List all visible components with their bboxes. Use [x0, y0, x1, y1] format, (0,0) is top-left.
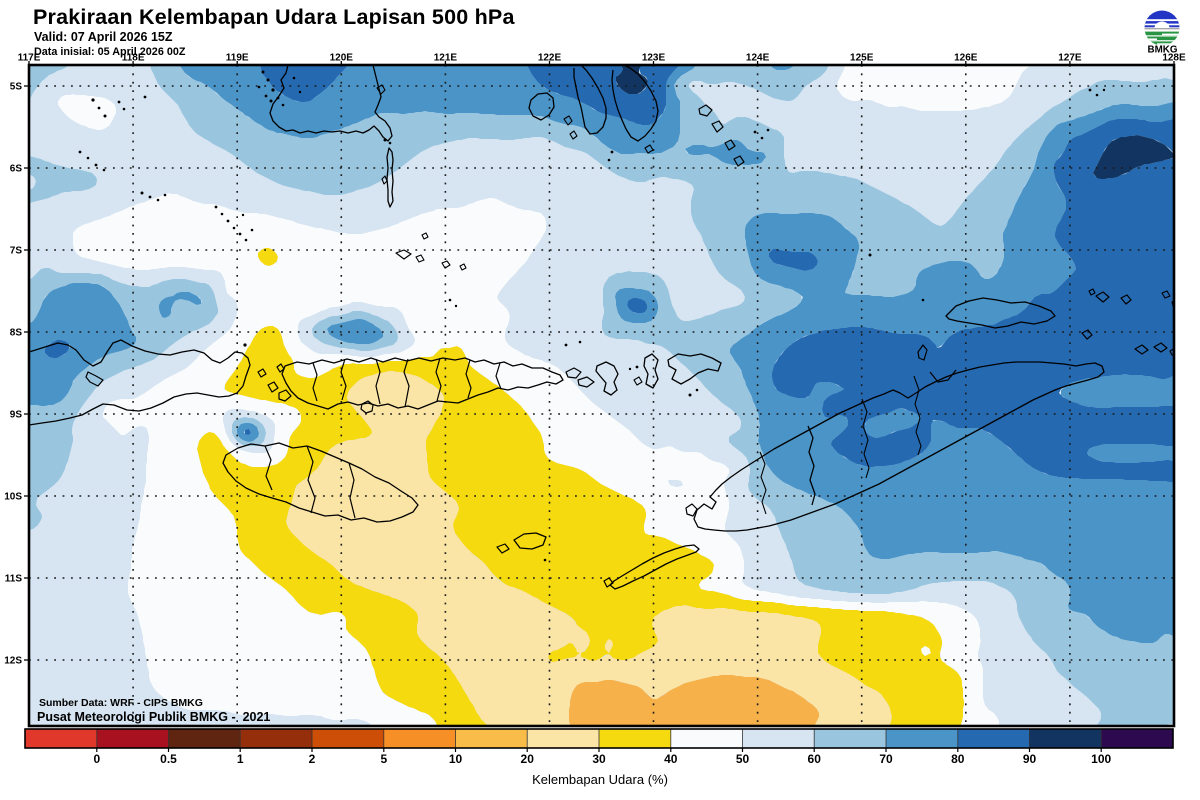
- svg-text:10: 10: [449, 752, 463, 766]
- svg-text:Kelembapan Udara (%): Kelembapan Udara (%): [532, 772, 668, 787]
- svg-text:7S: 7S: [10, 246, 23, 257]
- svg-text:118E: 118E: [122, 53, 145, 64]
- svg-text:124E: 124E: [746, 53, 770, 64]
- svg-text:40: 40: [664, 752, 678, 766]
- svg-text:123E: 123E: [642, 53, 666, 64]
- svg-text:Valid: 07 April 2026 15Z: Valid: 07 April 2026 15Z: [34, 30, 173, 44]
- svg-text:30: 30: [592, 752, 606, 766]
- svg-text:12S: 12S: [4, 656, 22, 667]
- svg-text:8S: 8S: [10, 328, 23, 339]
- svg-text:Data inisial: 05 April 2026 00: Data inisial: 05 April 2026 00Z: [34, 46, 186, 58]
- svg-text:120E: 120E: [330, 53, 354, 64]
- svg-text:1: 1: [237, 752, 244, 766]
- svg-text:117E: 117E: [18, 53, 41, 64]
- svg-text:121E: 121E: [434, 53, 458, 64]
- svg-text:127E: 127E: [1058, 53, 1082, 64]
- svg-text:119E: 119E: [226, 53, 249, 64]
- svg-text:6S: 6S: [10, 164, 23, 175]
- svg-text:20: 20: [521, 752, 535, 766]
- svg-text:11S: 11S: [5, 574, 23, 585]
- svg-text:126E: 126E: [954, 53, 978, 64]
- svg-text:80: 80: [951, 752, 965, 766]
- svg-text:70: 70: [879, 752, 893, 766]
- svg-text:60: 60: [808, 752, 822, 766]
- svg-text:BMKG: BMKG: [1148, 45, 1178, 56]
- svg-text:5: 5: [380, 752, 387, 766]
- svg-text:125E: 125E: [850, 53, 874, 64]
- svg-text:50: 50: [736, 752, 750, 766]
- svg-text:90: 90: [1023, 752, 1037, 766]
- svg-text:128E: 128E: [1162, 53, 1186, 64]
- svg-text:9S: 9S: [10, 410, 23, 421]
- svg-text:10S: 10S: [4, 492, 22, 503]
- svg-text:Prakiraan Kelembapan Udara Lap: Prakiraan Kelembapan Udara Lapisan 500 h…: [33, 5, 515, 29]
- svg-text:0.5: 0.5: [160, 752, 177, 766]
- svg-text:2: 2: [309, 752, 316, 766]
- svg-text:100: 100: [1091, 752, 1111, 766]
- svg-text:Pusat Meteorologi Publik BMKG: Pusat Meteorologi Publik BMKG - 2021: [37, 710, 270, 724]
- svg-text:5S: 5S: [10, 82, 23, 93]
- svg-text:0: 0: [93, 752, 100, 766]
- svg-text:Sumber Data: WRF - CIPS BMKG: Sumber Data: WRF - CIPS BMKG: [39, 697, 203, 709]
- svg-text:122E: 122E: [538, 53, 562, 64]
